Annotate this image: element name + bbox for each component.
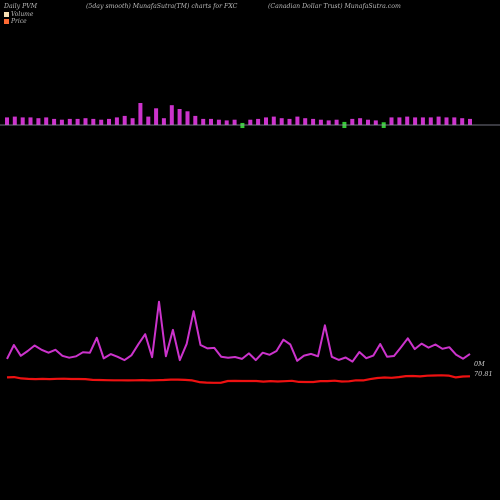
- volume-bar: [405, 116, 410, 125]
- legend-volume-swatch: [4, 11, 9, 17]
- volume-bar: [146, 116, 151, 125]
- volume-bar: [240, 122, 245, 129]
- volume-bar: [428, 117, 433, 125]
- volume-bar: [193, 115, 198, 125]
- volume-bar: [185, 111, 190, 125]
- volume-bar: [295, 116, 300, 125]
- volume-bar: [334, 119, 339, 125]
- volume-bar: [248, 119, 253, 125]
- volume-bar: [169, 105, 174, 125]
- volume-bar: [216, 119, 221, 125]
- volume-bar: [444, 117, 449, 125]
- volume-bar: [460, 118, 465, 125]
- volume-bar: [67, 118, 72, 125]
- volume-bar: [91, 118, 96, 125]
- volume-bar: [389, 117, 394, 125]
- volume-bar: [256, 118, 261, 125]
- volume-bar: [468, 118, 472, 125]
- volume-bar: [177, 109, 182, 125]
- volume-bar: [122, 115, 127, 125]
- pvm-end-label: 0M: [474, 360, 485, 368]
- volume-bar: [366, 119, 370, 125]
- volume-bar: [20, 117, 25, 125]
- volume-bar: [209, 118, 213, 125]
- volume-bar: [318, 119, 323, 125]
- volume-bar: [452, 117, 457, 125]
- volume-bar: [303, 118, 308, 125]
- chart-header-right: (Canadian Dollar Trust) MunafaSutra.com: [268, 3, 401, 10]
- volume-bar: [75, 118, 80, 125]
- volume-bar: [413, 117, 418, 125]
- volume-bar: [436, 116, 441, 125]
- volume-bar: [373, 120, 378, 125]
- volume-bar: [130, 118, 135, 125]
- legend-price: Price: [4, 18, 27, 25]
- volume-bar: [271, 116, 276, 125]
- volume-bar: [201, 118, 206, 125]
- volume-bar: [59, 119, 64, 125]
- volume-bar: [138, 103, 143, 125]
- volume-bar: [52, 118, 57, 125]
- volume-bar: [350, 118, 355, 125]
- volume-bar: [311, 118, 316, 125]
- volume-bar: [358, 118, 363, 125]
- legend-price-swatch: [4, 18, 9, 24]
- volume-bar: [99, 119, 104, 125]
- volume-bar: [44, 117, 49, 125]
- volume-bar: [264, 117, 268, 125]
- pvm-line: [6, 300, 471, 363]
- legend-volume: Volume: [4, 11, 33, 18]
- volume-bar: [161, 118, 166, 125]
- chart-header-center: (5day smooth) MunafaSutra(TM) charts for…: [86, 3, 238, 10]
- volume-bar: [83, 118, 88, 125]
- volume-bars: [5, 103, 472, 129]
- volume-bar: [114, 117, 119, 125]
- volume-bar: [12, 116, 17, 125]
- volume-bar: [5, 117, 9, 125]
- volume-bar: [232, 119, 237, 125]
- volume-bar: [224, 120, 229, 125]
- volume-bar: [279, 118, 284, 125]
- volume-bar: [154, 108, 159, 125]
- price-line: [6, 374, 471, 384]
- legend-price-label: Price: [11, 18, 27, 25]
- volume-bar: [326, 120, 331, 125]
- volume-bar: [420, 117, 425, 125]
- volume-bar: [287, 118, 292, 125]
- volume-bar: [28, 117, 33, 125]
- volume-bar: [107, 118, 111, 125]
- legend-volume-label: Volume: [11, 11, 34, 18]
- chart-header-left: Daily PVM: [4, 3, 38, 10]
- price-end-label: 70.81: [474, 370, 493, 378]
- volume-bar: [397, 117, 402, 125]
- volume-bar: [36, 118, 41, 125]
